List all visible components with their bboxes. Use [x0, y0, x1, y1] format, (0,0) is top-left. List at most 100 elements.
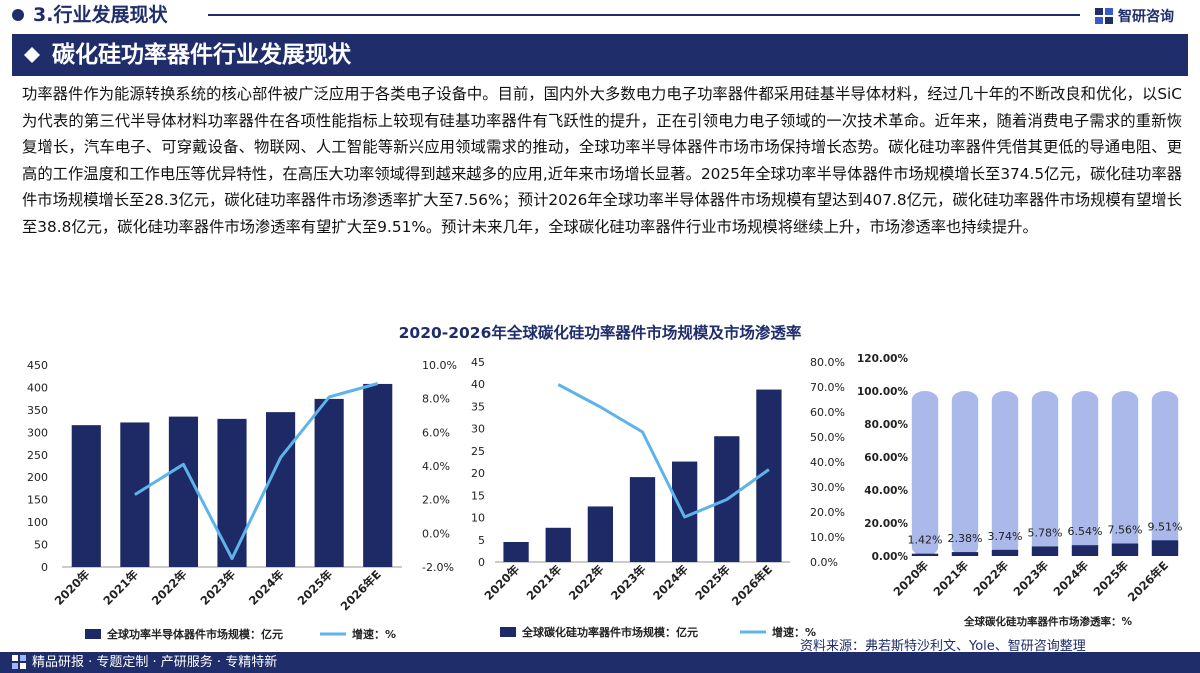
chart-title: 2020-2026年全球碳化硅功率器件市场规模及市场渗透率: [398, 324, 802, 342]
data-label: 5.78%: [1028, 526, 1063, 539]
brand-logo: 智研咨询: [1094, 5, 1174, 27]
left-axis-tick-label: 50: [34, 539, 48, 552]
growth-rate-line: [557, 383, 770, 519]
y-axis-tick-label: 0.00%: [872, 551, 909, 563]
background-capsule-bar: [1111, 391, 1139, 556]
right-axis-tick-label: 20.0%: [810, 506, 845, 519]
brand-name: 智研咨询: [1118, 9, 1174, 25]
left-axis-tick-label: 200: [27, 471, 48, 484]
background-capsule-bar: [1031, 391, 1059, 556]
footer-text: 精品研报 · 专题定制 · 产研服务 · 专精特新: [32, 655, 278, 670]
left-axis-tick-label: 0: [478, 556, 485, 569]
axis-title: 全球碳化硅功率器件市场渗透率：%: [963, 615, 1132, 628]
bar: [672, 461, 698, 562]
bar: [266, 412, 296, 567]
right-axis-tick-label: 60.0%: [810, 406, 845, 419]
background-capsule-bar: [991, 391, 1019, 556]
background-capsule-bar: [911, 391, 939, 556]
left-axis-tick-label: 35: [471, 400, 485, 413]
left-axis-tick-label: 30: [471, 423, 485, 436]
growth-rate-line: [134, 382, 379, 561]
section-title: 3.行业发展现状: [33, 4, 168, 26]
x-tick-label: 2020年: [482, 562, 523, 603]
y-axis-tick-label: 40.00%: [864, 485, 908, 497]
right-axis-tick-label: 10.0%: [810, 531, 845, 544]
right-axis-tick-label: 70.0%: [810, 381, 845, 394]
data-label: 6.54%: [1068, 525, 1103, 538]
x-tick-label: 2025年: [692, 562, 733, 603]
penetration-bar: [1111, 543, 1139, 556]
bar: [587, 506, 613, 562]
x-tick-label: 2022年: [970, 558, 1011, 599]
footer-logo-icon: [12, 655, 26, 669]
x-tick-label: 2021年: [524, 562, 565, 603]
penetration-bar: [1071, 545, 1099, 556]
right-axis-tick-label: 2.0%: [422, 494, 450, 507]
chart-sic-penetration-rate: 0.00% 20.00% 40.00% 60.00% 80.00% 100.00% 120.…: [857, 353, 1183, 628]
x-tick-label: 2025年: [295, 567, 336, 608]
bar: [168, 416, 198, 567]
left-axis-tick-label: 15: [471, 489, 485, 502]
y-axis-tick-label: 120.00%: [857, 353, 909, 365]
bar: [71, 425, 101, 567]
left-axis-tick-label: 100: [27, 516, 48, 529]
penetration-bar: [991, 549, 1019, 556]
left-axis-tick-label: 20: [471, 467, 485, 480]
x-tick-label: 2020年: [52, 567, 93, 608]
chart-power-semiconductor-market: 0 50 100 150 200 250 300 350 400 450 -2.0% 0.0% 2.0%…: [27, 359, 457, 641]
penetration-bar: [951, 552, 979, 556]
penetration-bar: [1151, 540, 1179, 556]
bar: [314, 398, 344, 567]
source-note: 资料来源：弗若斯特沙利文、Yole、智研咨询整理: [800, 639, 1086, 654]
x-tick-label: 2020年: [890, 558, 931, 599]
bar: [217, 418, 247, 567]
legend-bar-swatch: [500, 627, 516, 637]
left-axis-tick-label: 300: [27, 426, 48, 439]
legend-bar-swatch: [85, 629, 101, 639]
penetration-bar: [911, 553, 939, 556]
section-rule: [208, 14, 1080, 16]
left-axis-tick-label: 350: [27, 404, 48, 417]
legend-line-label: 增速：%: [352, 627, 396, 641]
bar: [363, 383, 393, 567]
left-axis-tick-label: 0: [41, 561, 48, 574]
bar: [503, 542, 529, 562]
y-axis-tick-label: 20.00%: [864, 518, 908, 530]
x-tick-label: 2026年E: [1125, 558, 1171, 604]
legend-bar-label: 全球碳化硅功率器件市场规模：亿元: [521, 625, 698, 639]
bar: [629, 477, 656, 562]
data-label: 3.74%: [988, 530, 1023, 543]
bar: [120, 422, 150, 567]
background-capsule-bar: [951, 391, 979, 556]
bar: [545, 527, 571, 562]
right-axis-tick-label: 4.0%: [422, 460, 450, 473]
x-tick-label: 2023年: [197, 567, 238, 608]
brand-icon: [1095, 8, 1113, 24]
y-axis-tick-label: 80.00%: [864, 419, 908, 431]
right-axis-tick-label: 40.0%: [810, 456, 845, 469]
right-axis-tick-label: 50.0%: [810, 431, 845, 444]
right-axis-tick-label: 30.0%: [810, 481, 845, 494]
diamond-icon: [24, 47, 40, 63]
x-tick-label: 2026年E: [729, 562, 775, 608]
left-axis-tick-label: 10: [471, 512, 485, 525]
penetration-bar: [1031, 546, 1059, 556]
x-tick-label: 2024年: [246, 567, 287, 608]
section-bullet-icon: [12, 9, 24, 21]
right-axis-tick-label: 80.0%: [810, 356, 845, 369]
x-tick-label: 2021年: [930, 558, 971, 599]
data-label: 7.56%: [1108, 524, 1143, 537]
data-label: 9.51%: [1148, 520, 1183, 533]
legend-bar-label: 全球功率半导体器件市场规模：亿元: [106, 627, 283, 641]
x-tick-label: 2023年: [1010, 558, 1051, 599]
footer-bar: 精品研报 · 专题定制 · 产研服务 · 专精特新: [0, 652, 1200, 673]
banner-title: 碳化硅功率器件行业发展现状: [52, 42, 351, 68]
left-axis-tick-label: 400: [27, 381, 48, 394]
right-axis-tick-label: 0.0%: [422, 527, 450, 540]
left-axis-tick-label: 45: [471, 356, 485, 369]
background-capsule-bar: [1151, 391, 1179, 556]
background-capsule-bar: [1071, 391, 1099, 556]
intro-paragraph: 功率器件作为能源转换系统的核心部件被广泛应用于各类电子设备中。目前，国内外大多数…: [22, 85, 1182, 236]
section-header: 3.行业发展现状 智研咨询: [0, 0, 1200, 30]
data-label: 2.38%: [948, 532, 983, 545]
